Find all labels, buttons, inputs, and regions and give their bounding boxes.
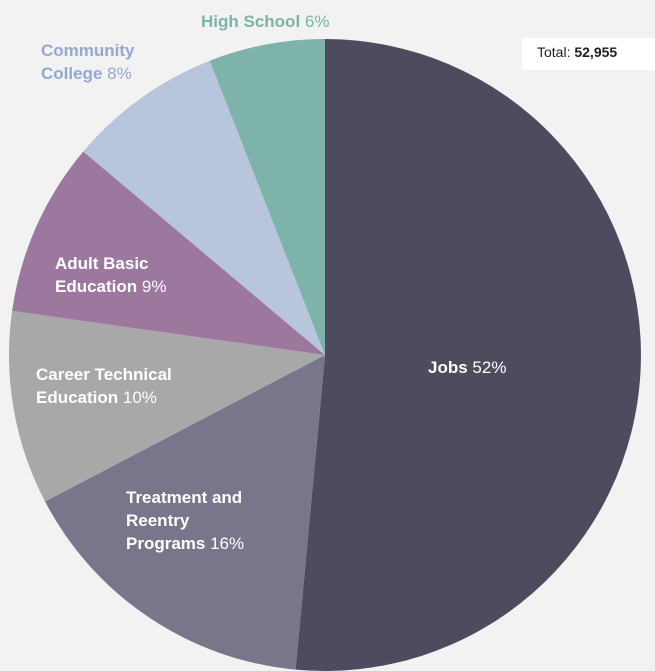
- slice-percent-label: 10%: [118, 388, 157, 407]
- pie-slice-jobs: [295, 39, 641, 671]
- slice-label-career-technical-education: Career Technical Education 10%: [36, 365, 172, 407]
- total-box: Total: 52,955: [522, 38, 655, 70]
- slice-label-line: Community: [41, 41, 135, 60]
- labels-layer: Jobs 52% Treatment and Reentry Programs 16%…: [36, 12, 506, 553]
- slice-percent-label: 9%: [137, 277, 166, 296]
- pie-slice-high-school: [209, 39, 325, 355]
- slice-label-line: Education: [55, 277, 137, 296]
- pie-slice-community-college: [83, 60, 325, 355]
- slice-label-line: Adult Basic: [55, 254, 149, 273]
- slice-label-line: Treatment and: [126, 488, 242, 507]
- slice-label-treatment-and-reentry-programs: Treatment and Reentry Programs 16%: [126, 488, 244, 553]
- total-label: Total:: [537, 44, 571, 60]
- pie-slice-treatment-and-reentry-programs: [45, 355, 326, 670]
- slices-layer: [8, 39, 641, 671]
- slice-percent-label: 8%: [102, 64, 131, 83]
- slice-percent-label: 16%: [205, 534, 244, 553]
- slice-percent-label: 6%: [300, 12, 329, 31]
- pie-slice-adult-basic-education: [12, 151, 326, 355]
- pie-slice-career-technical-education: [8, 310, 325, 502]
- slice-label-jobs: Jobs 52%: [428, 358, 506, 377]
- slice-label-community-college: Community College 8%: [41, 41, 135, 83]
- slice-label-line: High School: [201, 12, 300, 31]
- slice-label-line: Programs: [126, 534, 205, 553]
- slice-label-line: College: [41, 64, 102, 83]
- slice-label-line: Career Technical: [36, 365, 172, 384]
- slice-label-line: Reentry: [126, 511, 190, 530]
- slice-percent-label: 52%: [468, 358, 507, 377]
- slice-label-line: Jobs: [428, 358, 468, 377]
- slice-label-adult-basic-education: Adult Basic Education 9%: [55, 254, 166, 296]
- slice-label-line: Education: [36, 388, 118, 407]
- total-value: 52,955: [574, 44, 618, 60]
- slice-label-high-school: High School 6%: [201, 12, 329, 31]
